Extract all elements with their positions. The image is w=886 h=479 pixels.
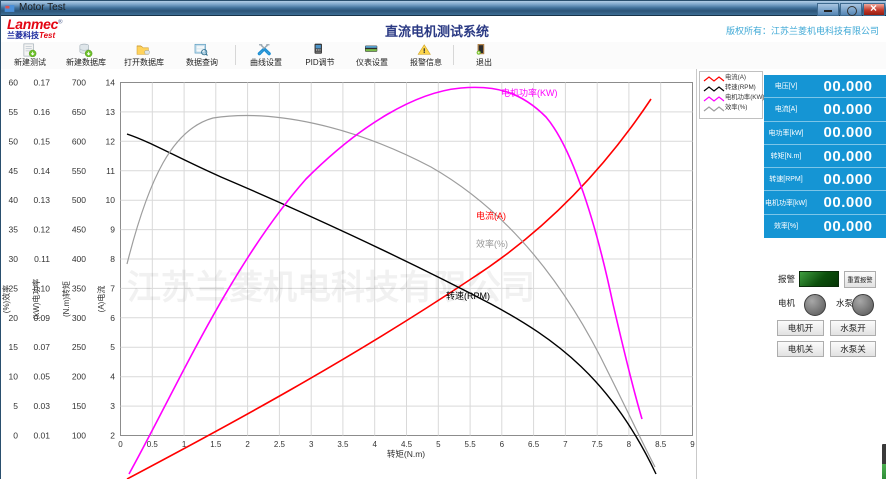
svg-text:4: 4 — [372, 440, 377, 449]
svg-text:13: 13 — [106, 107, 116, 117]
svg-text:2: 2 — [110, 431, 115, 441]
svg-text:55: 55 — [9, 107, 19, 117]
svg-text:50: 50 — [9, 136, 19, 146]
svg-text:3: 3 — [309, 440, 314, 449]
svg-text:6.5: 6.5 — [528, 440, 540, 449]
svg-text:(N.m)转矩: (N.m)转矩 — [61, 281, 71, 317]
svg-text:7: 7 — [563, 440, 568, 449]
svg-text:7.5: 7.5 — [592, 440, 604, 449]
svg-text:20: 20 — [9, 313, 19, 323]
svg-text:效率(%): 效率(%) — [476, 238, 508, 249]
svg-text:2.5: 2.5 — [274, 440, 286, 449]
svg-text:0.07: 0.07 — [33, 342, 50, 352]
svg-text:0.11: 0.11 — [34, 254, 50, 264]
svg-text:7: 7 — [110, 283, 115, 293]
svg-text:11: 11 — [106, 166, 115, 176]
svg-text:0: 0 — [13, 431, 18, 441]
svg-text:6: 6 — [500, 440, 505, 449]
svg-text:600: 600 — [72, 136, 86, 146]
svg-text:5: 5 — [13, 401, 18, 411]
svg-text:2: 2 — [245, 440, 250, 449]
svg-text:500: 500 — [72, 195, 86, 205]
svg-text:12: 12 — [106, 136, 116, 146]
svg-text:60: 60 — [9, 78, 19, 88]
svg-text:14: 14 — [106, 78, 116, 88]
svg-text:400: 400 — [72, 254, 86, 264]
svg-text:(kW)电功率: (kW)电功率 — [31, 279, 41, 320]
svg-text:450: 450 — [72, 225, 86, 235]
svg-text:3.5: 3.5 — [337, 440, 349, 449]
svg-text:30: 30 — [9, 254, 19, 264]
svg-text:250: 250 — [72, 342, 86, 352]
svg-text:0.05: 0.05 — [33, 372, 50, 382]
svg-text:100: 100 — [72, 431, 86, 441]
svg-text:0.15: 0.15 — [33, 136, 50, 146]
svg-text:35: 35 — [9, 225, 19, 235]
svg-text:0.14: 0.14 — [33, 166, 50, 176]
svg-text:40: 40 — [9, 195, 19, 205]
svg-text:8: 8 — [110, 254, 115, 264]
svg-text:9: 9 — [110, 225, 115, 235]
svg-text:8: 8 — [627, 440, 632, 449]
svg-text:10: 10 — [106, 195, 116, 205]
svg-text:0: 0 — [118, 440, 123, 449]
svg-text:3: 3 — [110, 401, 115, 411]
svg-text:5: 5 — [436, 440, 441, 449]
svg-text:转矩(N.m): 转矩(N.m) — [387, 449, 425, 459]
svg-text:6: 6 — [110, 313, 115, 323]
svg-text:10: 10 — [9, 372, 19, 382]
svg-text:1.5: 1.5 — [210, 440, 222, 449]
svg-text:4: 4 — [110, 372, 115, 382]
svg-text:4.5: 4.5 — [401, 440, 413, 449]
svg-text:0.03: 0.03 — [33, 401, 50, 411]
svg-text:0.12: 0.12 — [33, 225, 50, 235]
svg-text:15: 15 — [9, 342, 19, 352]
svg-text:300: 300 — [72, 313, 86, 323]
svg-text:550: 550 — [72, 166, 86, 176]
svg-text:0.17: 0.17 — [33, 78, 50, 88]
svg-text:700: 700 — [72, 78, 86, 88]
svg-text:电机功率(KW): 电机功率(KW) — [501, 87, 558, 98]
svg-text:(A)电流: (A)电流 — [96, 286, 106, 313]
svg-text:电流(A): 电流(A) — [476, 210, 506, 221]
svg-text:(%)效率: (%)效率 — [1, 285, 11, 313]
svg-text:0.5: 0.5 — [147, 440, 159, 449]
svg-text:650: 650 — [72, 107, 86, 117]
svg-text:350: 350 — [72, 283, 86, 293]
svg-text:转速(RPM): 转速(RPM) — [446, 290, 490, 301]
svg-text:9: 9 — [690, 440, 695, 449]
svg-text:0.13: 0.13 — [33, 195, 50, 205]
svg-text:0.01: 0.01 — [33, 431, 50, 441]
svg-text:45: 45 — [9, 166, 19, 176]
svg-text:5.5: 5.5 — [465, 440, 477, 449]
svg-text:5: 5 — [110, 342, 115, 352]
svg-text:150: 150 — [72, 401, 86, 411]
svg-text:200: 200 — [72, 372, 86, 382]
svg-text:0.16: 0.16 — [33, 107, 50, 117]
svg-text:8.5: 8.5 — [655, 440, 667, 449]
svg-text:江苏兰菱机电科技有限公司: 江苏兰菱机电科技有限公司 — [127, 269, 535, 307]
